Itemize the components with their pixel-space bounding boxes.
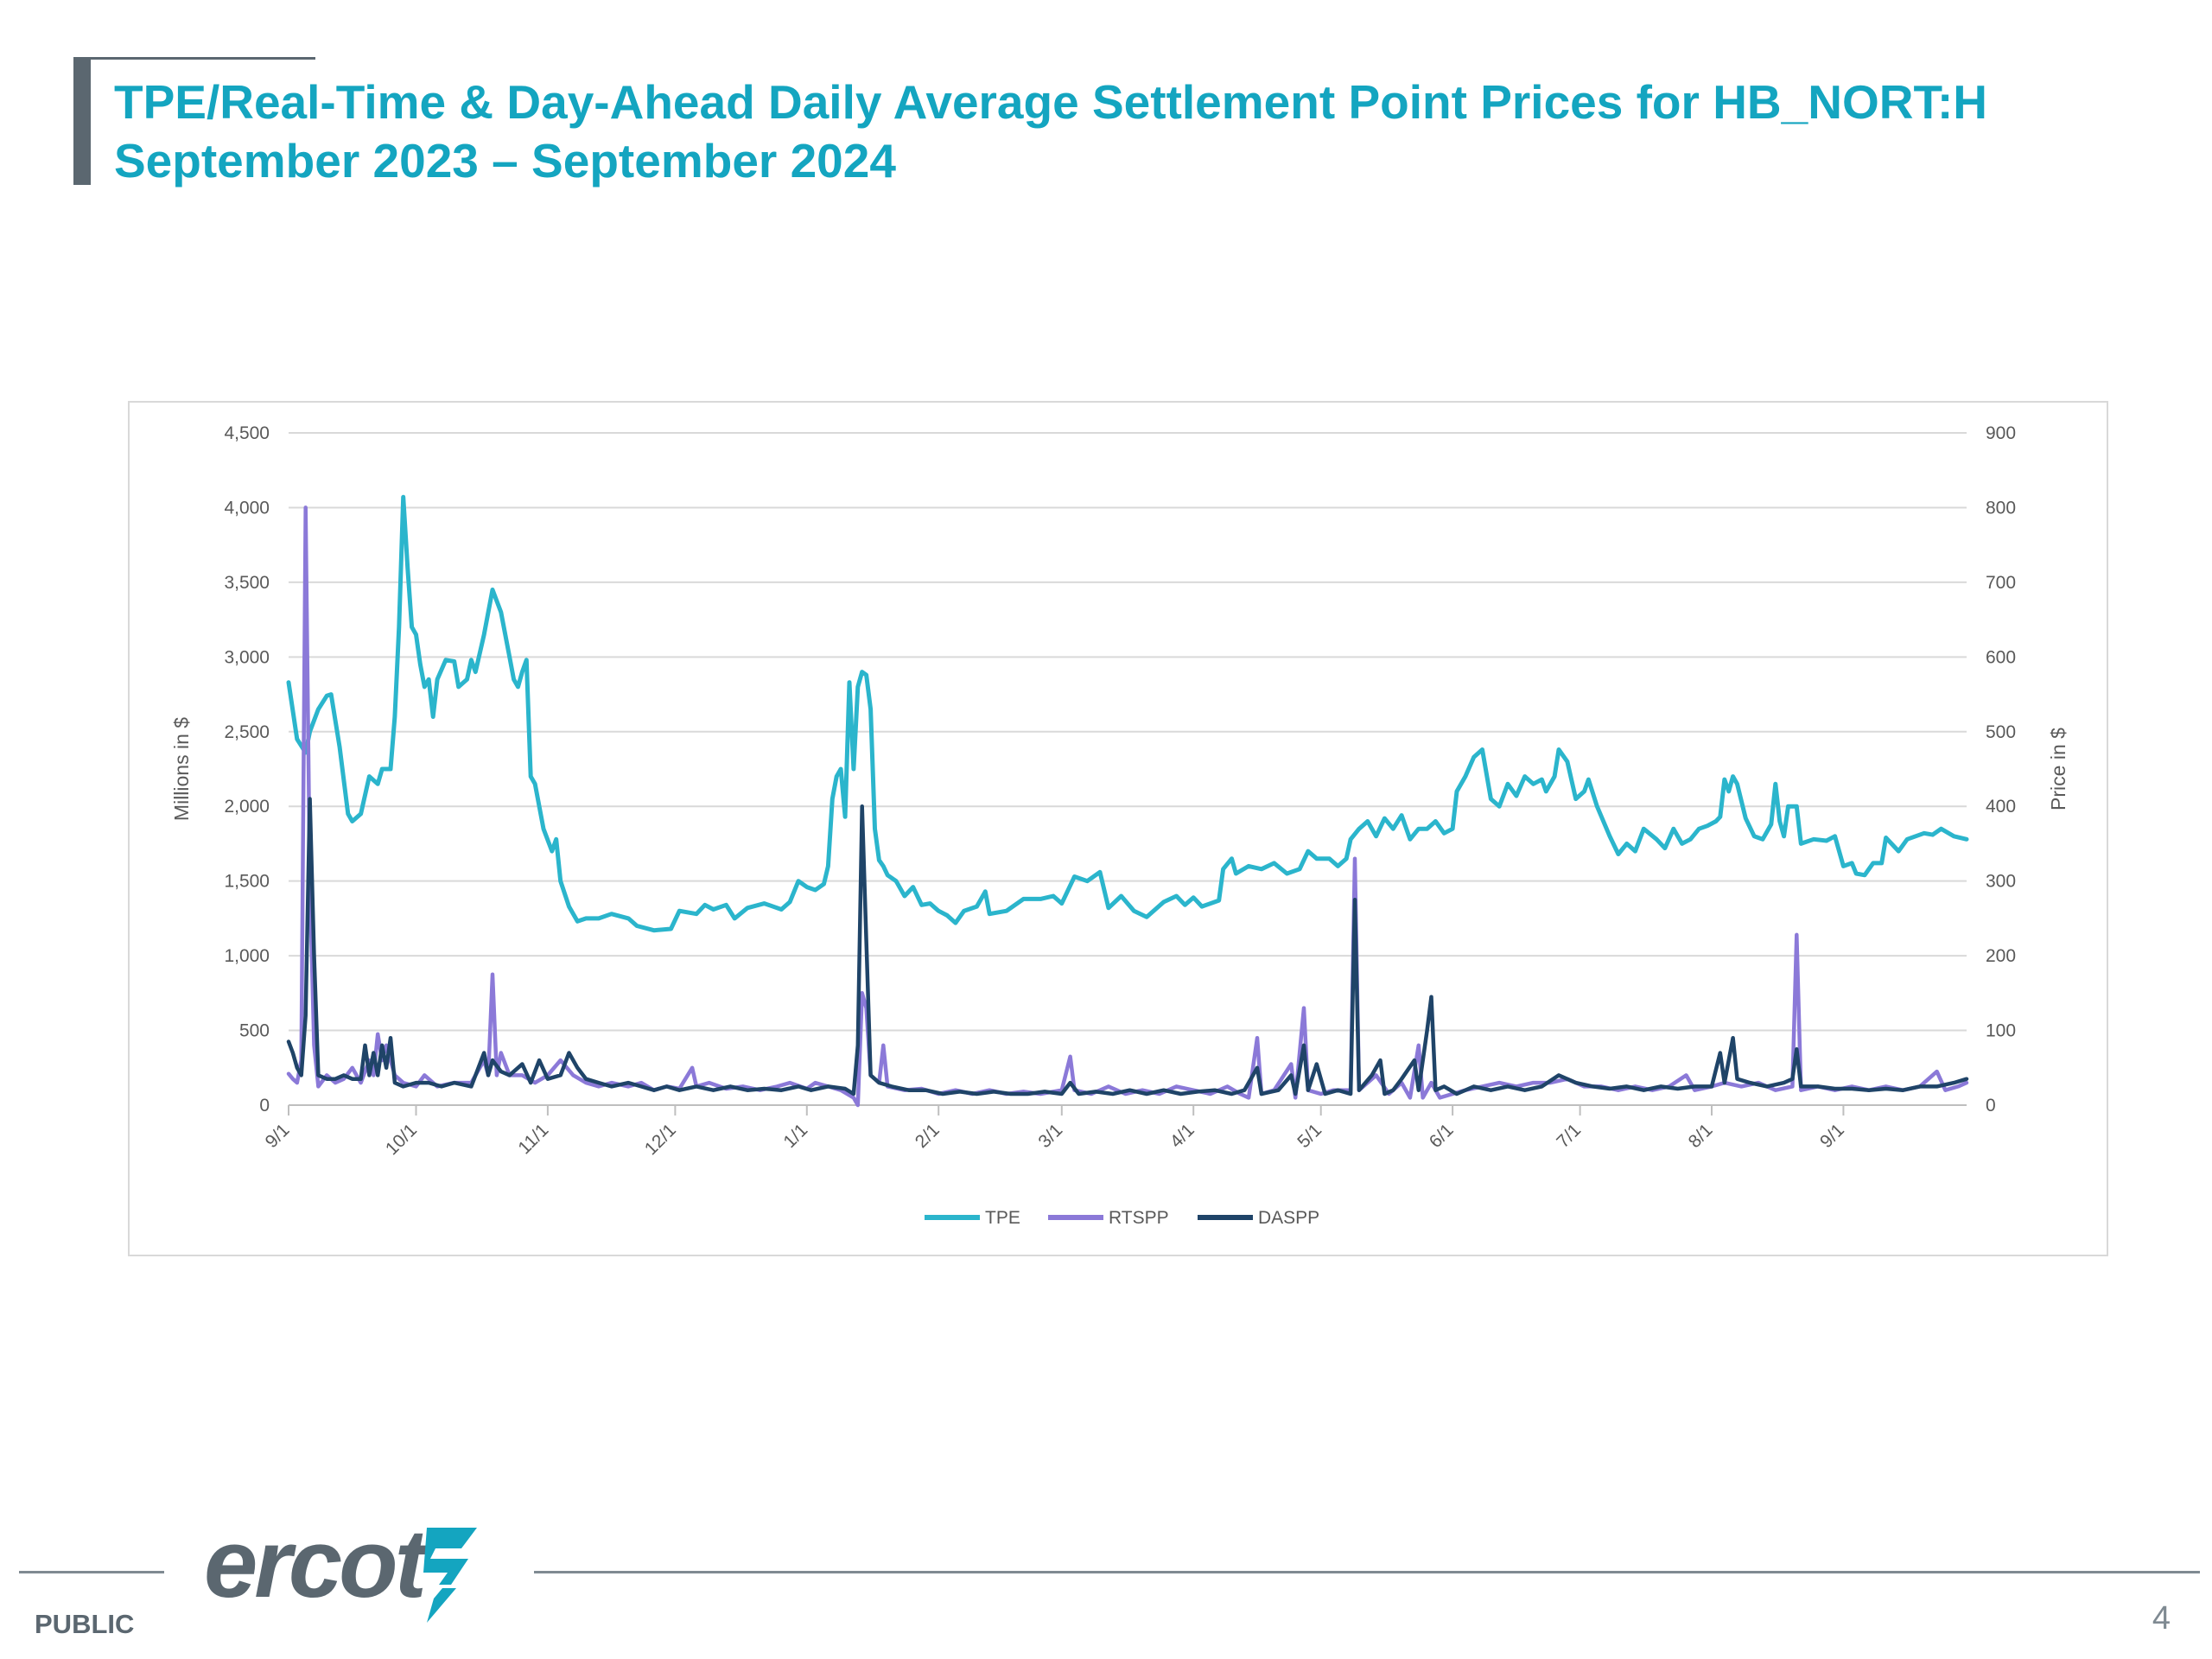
footer-classification: PUBLIC	[35, 1609, 135, 1639]
chart-frame: 0 0 500 100 1,000 200 1,500 300 2,000 400 2,500 500…	[128, 401, 2108, 1256]
y2-axis-title: Price in $	[2047, 728, 2069, 810]
y2-tick-label: 900	[1986, 423, 2016, 443]
y2-tick-label: 0	[1986, 1096, 1996, 1116]
x-tick-label: 4/1	[1166, 1120, 1198, 1152]
title-accent-rule	[73, 57, 315, 60]
x-tick-label: 5/1	[1294, 1120, 1325, 1152]
slide-title-line-2: September 2023 – September 2024	[114, 134, 896, 188]
x-tick-label: 11/1	[514, 1120, 552, 1158]
page-number: 4	[2152, 1600, 2171, 1637]
y2-tick-label: 300	[1986, 872, 2016, 892]
y2-tick-label: 100	[1986, 1021, 2016, 1041]
x-tick-label: 9/1	[262, 1120, 294, 1152]
slide-title-line-1: TPE/Real-Time & Day-Ahead Daily Average …	[114, 75, 1987, 129]
x-tick-label: 3/1	[1034, 1120, 1066, 1152]
y-tick-label: 3,000	[224, 647, 270, 667]
y-tick-label: 2,500	[224, 722, 270, 742]
y2-tick-label: 200	[1986, 946, 2016, 966]
y2-tick-label: 600	[1986, 647, 2016, 667]
slide-title: TPE/Real-Time & Day-Ahead Daily Average …	[114, 73, 2101, 190]
price-chart: 0 0 500 100 1,000 200 1,500 300 2,000 400 2,500 500…	[170, 423, 2069, 1228]
y-tick-label: 2,000	[224, 797, 270, 817]
y-tick-label: 500	[239, 1021, 270, 1041]
y2-tick-label: 800	[1986, 498, 2016, 518]
footer-divider-left	[19, 1571, 164, 1573]
footer-divider-right	[534, 1571, 2200, 1573]
y-tick-label: 1,500	[224, 872, 270, 892]
x-tick-label: 12/1	[641, 1120, 680, 1159]
ercot-logo: ercot	[204, 1512, 498, 1633]
y2-tick-label: 700	[1986, 573, 2016, 593]
x-tick-label: 8/1	[1685, 1120, 1717, 1152]
y-axis-title: Millions in $	[170, 717, 193, 821]
ercot-logo-text: ercot	[204, 1510, 427, 1618]
y-tick-label: 3,500	[224, 573, 270, 593]
x-tick-label: 6/1	[1426, 1120, 1458, 1152]
legend-label-tpe: TPE	[985, 1208, 1020, 1228]
legend-label-daspp: DASPP	[1258, 1208, 1319, 1228]
series-line-tpe	[286, 494, 1969, 933]
x-tick-label: 9/1	[1816, 1120, 1848, 1152]
series-line-daspp	[286, 797, 1969, 1096]
y-tick-label: 4,000	[224, 498, 270, 518]
x-tick-label: 7/1	[1553, 1120, 1585, 1152]
legend-label-rtspp: RTSPP	[1109, 1208, 1169, 1228]
title-accent-bar	[73, 57, 91, 185]
y-tick-label: 4,500	[224, 423, 270, 443]
y2-tick-label: 500	[1986, 722, 2016, 742]
y2-tick-label: 400	[1986, 797, 2016, 817]
x-tick-label: 1/1	[779, 1120, 811, 1152]
x-tick-label: 10/1	[382, 1120, 421, 1159]
y-tick-label: 0	[259, 1096, 270, 1116]
y-tick-label: 1,000	[224, 946, 270, 966]
x-tick-label: 2/1	[912, 1120, 944, 1152]
ercot-bolt-icon	[423, 1528, 477, 1623]
